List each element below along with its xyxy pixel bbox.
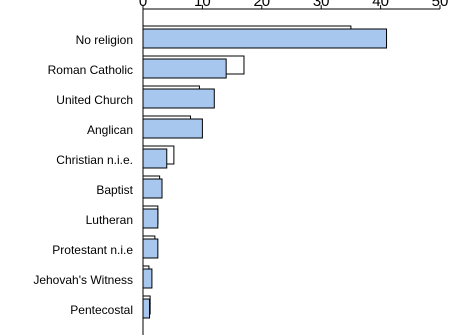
category-label: No religion <box>76 33 133 47</box>
bar-series-2 <box>142 178 163 199</box>
bar-series-2 <box>142 238 159 259</box>
category-label: Baptist <box>96 183 133 197</box>
category-label: Protestant n.i.e <box>52 243 133 257</box>
category-label: United Church <box>56 93 133 107</box>
labels-layer: No religion Roman Catholic United Church An… <box>33 33 133 317</box>
bar-series-2 <box>142 118 203 139</box>
bar-series-2 <box>142 148 168 169</box>
category-label: Jehovah's Witness <box>33 273 133 287</box>
x-tick-label: 0 <box>139 0 147 10</box>
bar-series-2 <box>142 268 153 289</box>
x-tick-label: 30 <box>313 0 330 10</box>
x-tick-label: 40 <box>372 0 389 10</box>
bar-series-2 <box>142 58 227 79</box>
axes-layer: 0 10 20 30 40 50 <box>139 0 449 335</box>
category-label: Pentecostal <box>70 303 133 317</box>
category-label: Lutheran <box>86 213 133 227</box>
bar-series-2 <box>142 88 215 109</box>
category-label: Christian n.i.e. <box>56 153 133 167</box>
category-label: Anglican <box>87 123 133 137</box>
category-label: Roman Catholic <box>48 63 133 77</box>
x-tick-label: 20 <box>253 0 270 10</box>
x-tick-label: 10 <box>194 0 211 10</box>
bars-layer <box>142 25 388 319</box>
bar-series-2 <box>142 28 388 49</box>
bar-series-2 <box>142 298 151 319</box>
bar-series-2 <box>142 208 159 229</box>
x-tick-label: 50 <box>432 0 449 10</box>
